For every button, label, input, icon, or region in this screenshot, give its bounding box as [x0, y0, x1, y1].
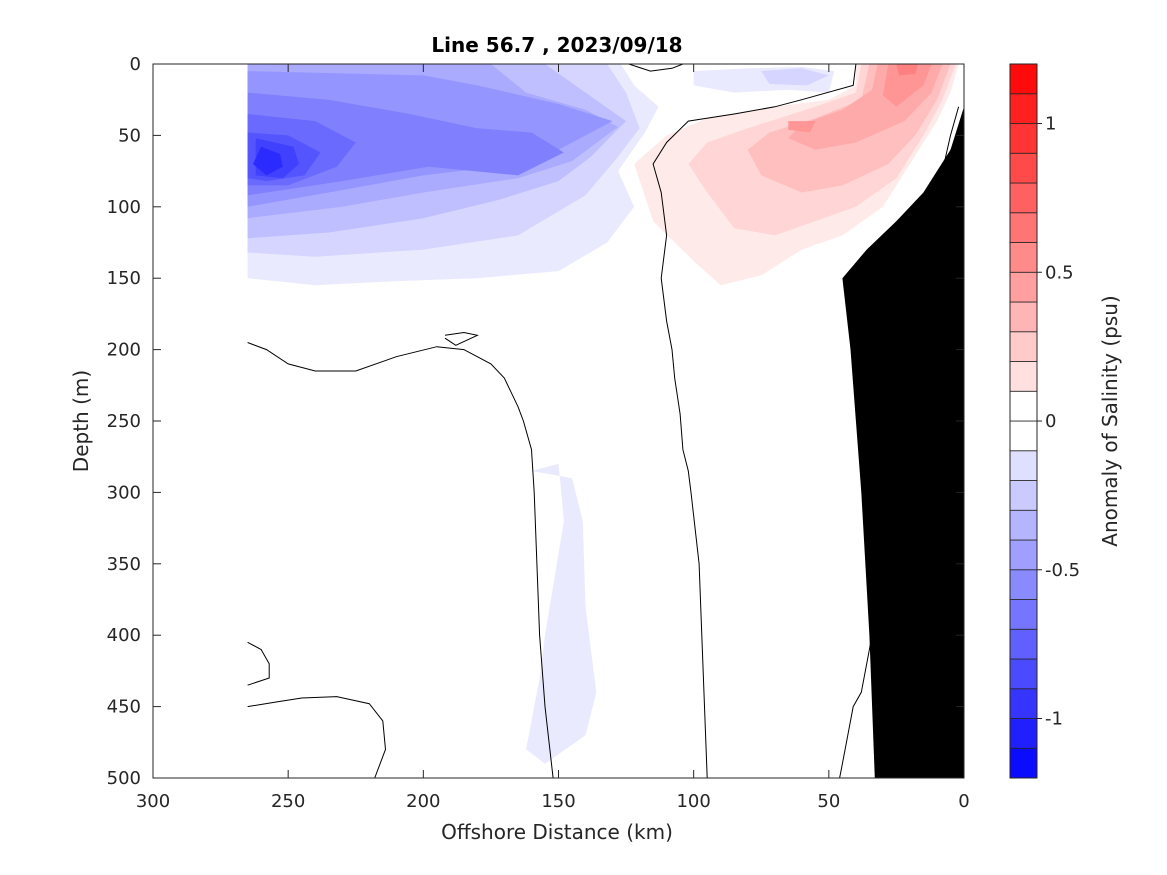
y-tick-label: 150: [107, 268, 141, 289]
y-tick-label: 200: [107, 340, 141, 361]
colorbar-band: [1009, 658, 1038, 690]
colorbar-band: [1009, 63, 1038, 95]
y-tick-label: 350: [107, 554, 141, 575]
zero-contour-line-z4: [652, 64, 857, 778]
colorbar-band: [1009, 390, 1038, 422]
colorbar-tick-label: -1: [1045, 709, 1063, 730]
colorbar-band: [1009, 242, 1038, 273]
y-tick-label: 100: [107, 197, 141, 218]
colorbar-band: [1009, 93, 1038, 124]
colorbar-band: [1009, 123, 1038, 154]
colorbar-band: [1009, 271, 1038, 303]
colorbar-band: [1009, 599, 1038, 630]
colorbar-band: [1009, 628, 1038, 660]
zero-contour-line-z3: [628, 64, 684, 72]
zero-contour-line-z1: [247, 342, 554, 778]
colorbar-band: [1009, 182, 1038, 214]
contour-region-blue10: [253, 146, 283, 176]
colorbar: -1 -0.5 0 0.5 1: [1009, 63, 1080, 779]
colorbar-tick-label: 1: [1045, 114, 1056, 135]
x-tick-label: 150: [541, 791, 575, 812]
contour-region-red6: [896, 64, 918, 76]
colorbar-band: [1009, 361, 1038, 392]
y-tick-label: 0: [130, 54, 141, 75]
colorbar-band: [1009, 569, 1038, 600]
y-axis-label: Depth (m): [69, 370, 93, 472]
zero-contour-line-z2: [444, 331, 479, 346]
colorbar-label: Anomaly of Salinity (psu): [1098, 295, 1122, 546]
zero-contour-line-z6: [863, 106, 960, 265]
zero-contour-line-z5: [839, 249, 919, 778]
colorbar-tick-label: -0.5: [1045, 560, 1080, 581]
contour-region-red7: [788, 121, 816, 133]
colorbar-band: [1009, 152, 1038, 184]
x-tick-label: 200: [406, 791, 440, 812]
x-tick-label: 300: [136, 791, 170, 812]
y-axis-ticks: 0 50 100 150 200 250 300 350 400 450 500: [107, 54, 964, 789]
colorbar-band: [1009, 212, 1038, 243]
y-tick-label: 400: [107, 625, 141, 646]
colorbar-band: [1009, 450, 1038, 481]
contour-region-blueSurf2: [761, 68, 829, 86]
contour-region-red5: [882, 64, 932, 107]
zero-contour-line-z7: [247, 641, 270, 686]
y-tick-label: 450: [107, 697, 141, 718]
x-axis-label: Offshore Distance (km): [441, 820, 673, 844]
y-tick-label: 250: [107, 411, 141, 432]
chart-title: Line 56.7 , 2023/09/18: [431, 33, 682, 57]
x-tick-label: 50: [817, 791, 840, 812]
y-tick-label: 300: [107, 482, 141, 503]
colorbar-band: [1009, 331, 1038, 362]
y-tick-label: 50: [118, 125, 141, 146]
colorbar-band: [1009, 747, 1038, 779]
colorbar-band: [1009, 688, 1038, 719]
colorbar-band: [1009, 509, 1038, 541]
colorbar-band: [1009, 420, 1038, 452]
colorbar-tick-label: 0: [1045, 411, 1056, 432]
zero-contour-line-z8: [247, 696, 387, 778]
plot-area: [152, 63, 965, 779]
contour-region-bathy: [842, 106, 964, 778]
colorbar-band: [1009, 480, 1038, 511]
colorbar-band: [1009, 718, 1038, 749]
y-tick-label: 500: [107, 768, 141, 789]
x-tick-label: 0: [958, 791, 969, 812]
x-tick-label: 250: [271, 791, 305, 812]
x-axis-ticks: 300 250 200 150 100 50 0: [136, 64, 970, 812]
colorbar-band: [1009, 301, 1038, 333]
x-tick-label: 100: [676, 791, 710, 812]
colorbar-tick-label: 0.5: [1045, 262, 1074, 283]
colorbar-band: [1009, 539, 1038, 571]
